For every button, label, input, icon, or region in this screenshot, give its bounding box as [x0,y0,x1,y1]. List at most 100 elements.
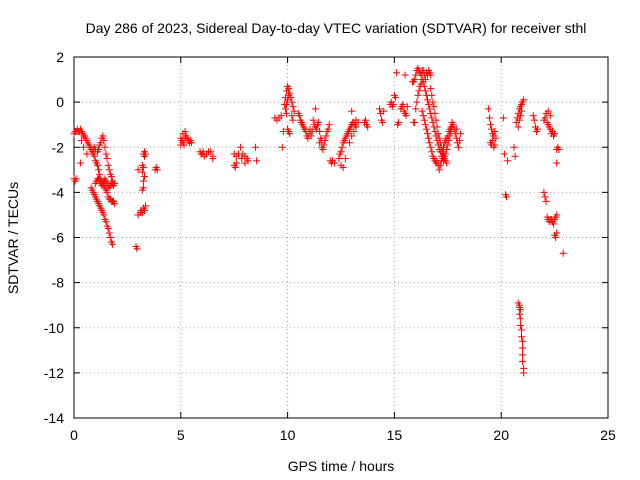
data-point [350,127,358,135]
data-point [177,141,185,149]
y-tick-label: 2 [56,49,64,65]
data-point [552,234,560,241]
data-point [402,112,410,120]
data-point [429,98,437,106]
data-point [108,240,116,248]
data-point [379,118,387,126]
data-point [550,220,558,228]
data-point [142,150,150,158]
data-point [283,109,291,117]
data-point [421,121,429,129]
data-point [511,152,519,160]
data-point [316,127,324,135]
data-point [341,155,349,163]
data-point [426,105,434,113]
data-point [80,143,88,151]
data-point [517,326,525,334]
data-point [433,123,441,131]
data-point [232,152,240,160]
data-point [491,127,499,135]
data-point [103,155,111,163]
y-tick-label: -6 [52,230,65,246]
data-point [284,96,292,104]
data-point [91,146,99,154]
data-point [520,96,528,104]
data-point [519,337,527,345]
data-point [431,109,439,117]
data-point [105,166,113,174]
data-point [514,123,522,131]
data-point [434,130,442,138]
axis-ticks [73,56,609,419]
data-point [209,155,217,163]
data-point [346,139,354,147]
data-point [559,249,567,257]
data-point [283,100,291,108]
data-point [105,229,113,237]
data-point [454,143,462,151]
y-tick-label: -8 [52,275,65,291]
data-point [435,134,443,142]
y-tick-label: -2 [52,139,65,155]
data-point [516,306,524,314]
data-point [430,103,438,111]
data-point [541,114,549,122]
data-point [487,121,495,129]
data-point [541,193,549,201]
data-point [101,143,109,151]
data-point [139,177,147,185]
data-point [102,150,110,158]
x-tick-label: 20 [493,427,509,443]
data-point [104,161,112,169]
data-point [534,125,542,133]
data-point [456,136,464,144]
data-point [288,98,296,106]
data-point [337,148,345,156]
data-point [107,173,115,181]
data-point [553,229,561,237]
data-point [104,224,112,232]
data-point [555,146,563,154]
data-point [289,116,297,124]
data-point [308,127,316,135]
data-point [391,94,399,102]
data-point [325,121,333,129]
data-point [277,112,285,120]
data-point [134,166,142,174]
data-point [441,152,449,160]
data-point [419,78,427,86]
data-point [516,321,524,329]
data-point [519,351,527,359]
data-point [515,116,523,124]
data-point [286,130,294,138]
data-point [319,146,327,154]
data-point [142,202,150,210]
x-axis-label: GPS time / hours [288,458,395,474]
data-point [77,136,85,144]
y-tick-label: 0 [56,94,64,110]
data-point [108,177,116,185]
data-point [375,105,383,113]
data-point [443,159,451,167]
data-point [181,127,189,135]
data-point [111,200,119,208]
data-point [76,159,84,167]
data-point [72,175,80,183]
y-tick-label: -12 [44,365,64,381]
data-point [322,132,330,140]
y-axis-label: SDTVAR / TECUs [5,182,21,294]
data-point [414,91,422,99]
data-point [516,112,524,120]
data-point [241,159,249,167]
data-point [90,152,98,160]
data-point [421,87,429,95]
data-point [419,112,427,120]
y-tick-labels: -14 -12 -10 -8 -6 -4 -2 0 2 [44,49,64,426]
data-point [139,164,147,172]
data-point [401,71,409,79]
data-point [435,166,443,174]
data-point [516,315,524,323]
data-point [285,91,293,99]
data-point [510,143,518,151]
data-point [449,121,457,129]
